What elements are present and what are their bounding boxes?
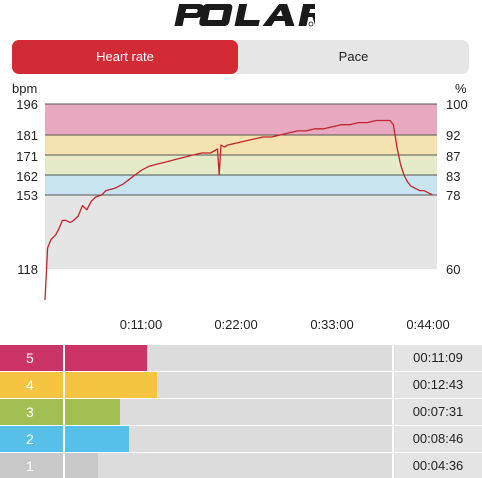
zone-swatch (0, 426, 63, 452)
heart-rate-line (44, 119, 433, 301)
y-tick-left: 171 (16, 149, 38, 164)
zone-time-cell (394, 453, 482, 478)
zone-time-cell (394, 345, 482, 371)
left-axis-unit: bpm (12, 81, 38, 96)
zone-time-cell (394, 399, 482, 425)
zone-band-5 (45, 104, 437, 135)
zone-number: 4 (26, 377, 34, 393)
tab-heart-rate[interactable]: Heart rate (12, 40, 238, 74)
right-axis-unit: % (455, 81, 467, 96)
y-tick-right: 60 (446, 262, 461, 277)
x-tick: 0:11:00 (119, 317, 163, 332)
zone-swatch (0, 372, 63, 398)
zone-bar-track (65, 372, 392, 398)
zone-bar-fill (65, 453, 98, 478)
zone-time: 00:07:31 (412, 404, 464, 419)
y-tick-right: 78 (446, 188, 461, 203)
zone-bar-fill (65, 345, 147, 371)
zone-number: 5 (26, 350, 34, 366)
zone-bar-fill (65, 399, 120, 425)
zone-number: 3 (26, 404, 34, 420)
tab-pace[interactable]: Pace (338, 49, 369, 64)
y-tick-left: 162 (16, 169, 38, 184)
heart-rate-chart (44, 103, 437, 301)
zone-bar-fill (65, 372, 157, 398)
zone-swatch (0, 453, 63, 478)
zone-time: 00:12:43 (412, 377, 464, 392)
zone-number: 1 (26, 458, 34, 474)
y-tick-right: 83 (446, 169, 461, 184)
zone-row-5: 5 00:11:09 (0, 345, 482, 371)
y-tick-left: 181 (16, 128, 38, 143)
zone-band-4 (45, 135, 437, 155)
zone-row-2: 2 00:08:46 (0, 426, 482, 452)
polar-logo (0, 0, 482, 38)
zone-time: 00:11:09 (413, 350, 463, 365)
zone-time: 00:04:36 (412, 458, 464, 473)
zone-bar-track (65, 426, 392, 452)
y-tick-left: 118 (17, 262, 38, 277)
zone-row-3: 3 00:07:31 (0, 399, 482, 425)
zone-bar-track (65, 399, 392, 425)
x-tick: 0:22:00 (214, 317, 258, 332)
zone-time: 00:08:46 (412, 431, 464, 446)
gridlines (45, 103, 437, 196)
zone-row-4: 4 00:12:43 (0, 372, 482, 398)
zone-bar-track (65, 453, 392, 478)
zone-swatch (0, 345, 63, 371)
y-tick-right: 87 (446, 149, 461, 164)
polar-wordmark-image (174, 3, 315, 27)
y-tick-right: 100 (446, 97, 468, 112)
x-tick: 0:33:00 (310, 317, 354, 332)
metric-tab-bar: Heart rate Pace (12, 40, 469, 74)
y-tick-right: 92 (446, 128, 461, 143)
zone-band-3 (45, 155, 437, 175)
zone-number: 2 (26, 431, 34, 447)
y-tick-left: 153 (16, 188, 38, 203)
x-tick: 0:44:00 (406, 317, 450, 332)
zone-row-1: 1 00:04:36 (0, 453, 482, 478)
y-tick-left: 196 (16, 97, 38, 112)
zone-swatch (0, 399, 63, 425)
zone-bar-fill (65, 426, 129, 452)
zone-time-cell (394, 372, 482, 398)
zone-band-2 (45, 175, 437, 195)
zone-bar-track (65, 345, 392, 371)
zone-time-cell (394, 426, 482, 452)
below-zone-band (45, 195, 437, 269)
